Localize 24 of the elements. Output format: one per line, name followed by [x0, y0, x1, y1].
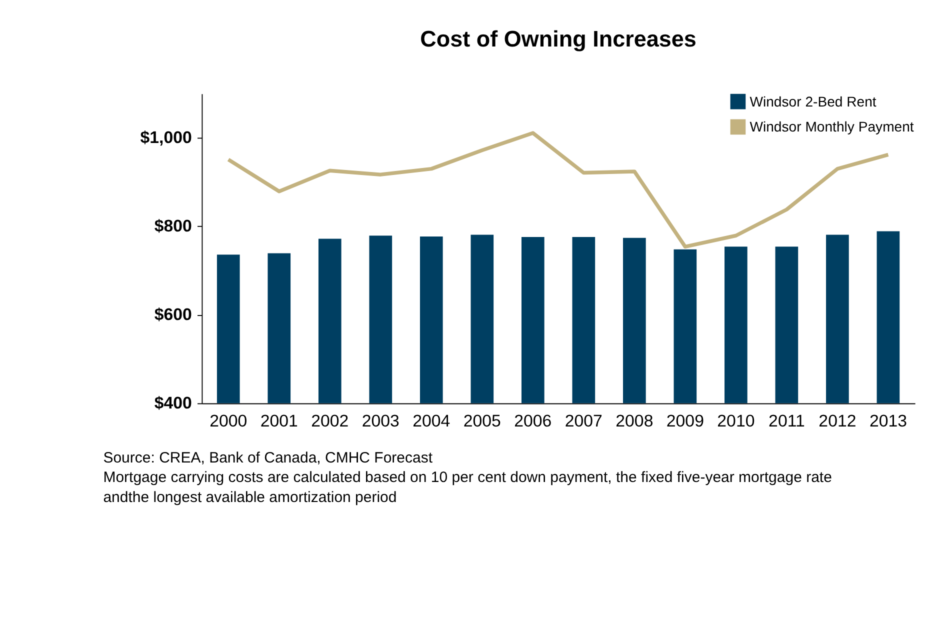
x-tick-label: 2009: [666, 411, 704, 430]
x-tick-label: 2005: [463, 411, 501, 430]
x-tick-label: 2012: [818, 411, 856, 430]
text: andthe longest available amortization period: [103, 488, 397, 506]
text: Mortgage carrying costs are calculated based on 10 per cent down payment, the fixed five-year mortgage rate: [103, 469, 832, 486]
x-tick-label: 2002: [311, 411, 349, 430]
y-tick-label: $600: [154, 304, 192, 324]
x-tick-label: 2003: [362, 411, 400, 430]
x-tick-label: 2011: [768, 411, 805, 430]
legend-label: Windsor 2-Bed Rent: [750, 93, 876, 110]
y-tick-label: $1,000: [140, 128, 192, 148]
x-tick-label: 2007: [564, 411, 602, 430]
chart-title: Cost of Owning Increases: [420, 26, 696, 52]
x-tick-label: 2001: [260, 411, 298, 430]
x-tick-label: 2008: [616, 411, 654, 430]
x-tick-label: 2013: [869, 411, 907, 430]
y-tick-label: $400: [154, 393, 192, 412]
legend-label: Windsor Monthly Payment: [750, 118, 914, 135]
x-tick-label: 2000: [210, 411, 248, 430]
y-tick-label: $800: [154, 216, 192, 236]
x-tick-label: 2006: [514, 411, 552, 430]
x-tick-label: 2004: [412, 411, 450, 430]
x-tick-label: 2010: [717, 411, 755, 430]
source-note: Source: CREA, Bank of Canada, CMHC Forecast: [103, 449, 434, 466]
